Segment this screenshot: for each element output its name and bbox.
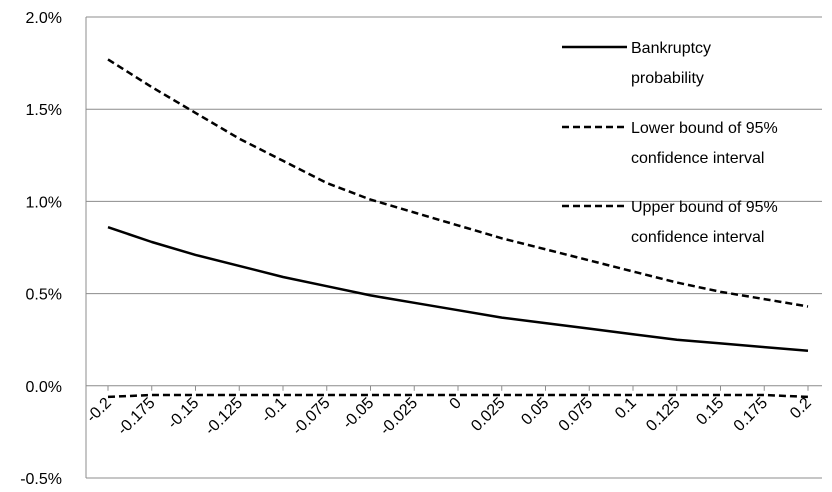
legend-label: Bankruptcy <box>631 40 711 57</box>
y-tick-label: 1.5% <box>26 102 62 119</box>
legend: Bankruptcy probability Lower bound of 95% c… <box>562 40 778 246</box>
x-tick-label: 0.15 <box>693 395 727 429</box>
series-line-1 <box>107 226 809 353</box>
x-tick-label: -0.025 <box>377 395 421 439</box>
legend-item-3: Upper bound of 95% confidence interval <box>562 199 778 246</box>
x-tick-label: -0.2 <box>83 395 115 427</box>
series-line-3 <box>107 393 809 399</box>
x-tick-label: 0.175 <box>731 395 771 435</box>
x-tick-label: 0.025 <box>468 395 508 435</box>
y-tick-label: 0.5% <box>26 287 62 304</box>
legend-label: Upper bound of 95% <box>631 199 778 216</box>
x-tick-label: -0.125 <box>202 395 246 439</box>
x-tick-label: 0 <box>447 395 465 413</box>
series-lines <box>107 58 809 399</box>
axes <box>85 17 822 478</box>
x-tick-label: 0.2 <box>787 395 815 423</box>
y-tick-label: 2.0% <box>26 10 62 27</box>
legend-label: confidence interval <box>631 229 764 246</box>
y-tick-label: 0.0% <box>26 379 62 396</box>
x-tick-label: -0.15 <box>165 395 203 433</box>
x-tick-label: -0.175 <box>114 395 158 439</box>
legend-label: confidence interval <box>631 150 764 167</box>
x-tick-label: 0.1 <box>612 395 640 423</box>
x-tick-label: -0.05 <box>340 395 378 433</box>
legend-label: Lower bound of 95% <box>631 120 778 137</box>
x-tick-label: -0.075 <box>289 395 333 439</box>
legend-item-1: Bankruptcy probability <box>562 40 711 87</box>
y-tick-label: 1.0% <box>26 194 62 211</box>
legend-item-2: Lower bound of 95% confidence interval <box>562 120 778 167</box>
series-line-2 <box>107 58 809 308</box>
x-tick-label: 0.075 <box>556 395 596 435</box>
y-tick-label: -0.5% <box>20 471 62 488</box>
x-tick-label: 0.05 <box>518 395 552 429</box>
legend-label: probability <box>631 70 704 87</box>
y-tick-labels: -0.5% 0.0% 0.5% 1.0% 1.5% 2.0% <box>20 10 62 488</box>
gridlines <box>86 16 822 479</box>
x-tick-label: 0.125 <box>643 395 683 435</box>
x-tick-label: -0.1 <box>258 395 290 427</box>
x-tick-labels: -0.2 -0.175 -0.15 -0.125 -0.1 -0.075 -0.05 -0.0… <box>83 395 815 439</box>
